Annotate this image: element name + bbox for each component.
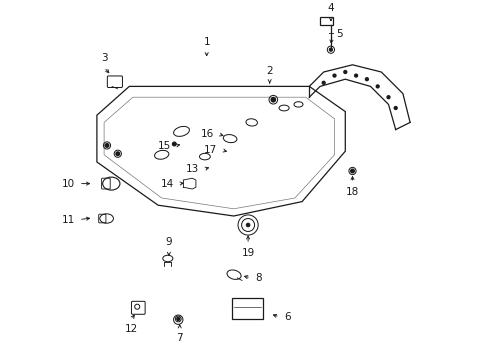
- Text: 16: 16: [200, 129, 213, 139]
- Text: 13: 13: [186, 164, 199, 174]
- Circle shape: [270, 98, 275, 102]
- Circle shape: [322, 81, 325, 84]
- Text: 2: 2: [266, 66, 272, 76]
- Bar: [320, 17, 332, 25]
- Circle shape: [329, 48, 332, 51]
- Text: 14: 14: [161, 179, 174, 189]
- Circle shape: [365, 78, 367, 81]
- Circle shape: [177, 318, 179, 320]
- Circle shape: [332, 74, 335, 77]
- Text: 11: 11: [61, 215, 75, 225]
- Text: 10: 10: [61, 179, 75, 189]
- Text: 7: 7: [176, 333, 183, 343]
- Circle shape: [172, 142, 176, 146]
- Circle shape: [354, 74, 357, 77]
- Circle shape: [246, 223, 249, 227]
- Text: 9: 9: [165, 237, 172, 247]
- Circle shape: [386, 96, 389, 99]
- Circle shape: [350, 169, 354, 173]
- Bar: [231, 298, 262, 319]
- Circle shape: [116, 152, 120, 156]
- Circle shape: [105, 144, 108, 147]
- Text: 8: 8: [255, 273, 262, 283]
- Text: 19: 19: [241, 248, 254, 258]
- Text: 6: 6: [284, 312, 290, 322]
- Text: 18: 18: [345, 187, 358, 197]
- Text: 4: 4: [327, 3, 333, 13]
- Circle shape: [375, 85, 378, 88]
- Circle shape: [343, 71, 346, 73]
- Circle shape: [393, 107, 396, 109]
- Text: 15: 15: [157, 141, 170, 151]
- Text: 3: 3: [101, 53, 107, 63]
- Text: 12: 12: [124, 324, 138, 334]
- Text: 17: 17: [204, 145, 217, 155]
- Text: 1: 1: [203, 37, 209, 47]
- Text: 5: 5: [336, 29, 342, 39]
